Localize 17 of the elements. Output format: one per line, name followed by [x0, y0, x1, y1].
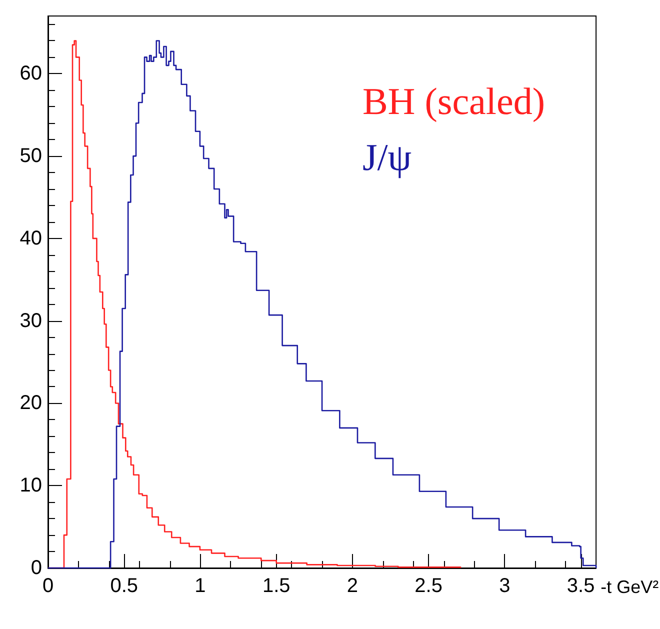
x-axis-title: -t GeV²	[600, 577, 659, 597]
x-tick-label: 3.5	[566, 575, 595, 597]
y-tick-label: 50	[20, 145, 42, 168]
y-tick-label: 0	[30, 557, 42, 579]
x-tick-label: 2.5	[414, 575, 442, 597]
text: J/ψ	[362, 137, 412, 179]
y-tick-label: 30	[20, 310, 42, 332]
x-tick-label: 1.5	[262, 575, 290, 597]
y-tick-label: 60	[20, 62, 42, 85]
x-tick-label: 0.5	[110, 575, 138, 597]
y-tick-label: 10	[20, 474, 42, 497]
x-tick-label: 3	[499, 575, 510, 597]
x-tick-label: 2	[346, 575, 358, 597]
y-tick-label: 40	[20, 227, 42, 250]
x-tick-label: 1	[194, 575, 206, 597]
y-tick-label: 20	[20, 392, 42, 414]
text: BH (scaled)	[362, 81, 546, 123]
